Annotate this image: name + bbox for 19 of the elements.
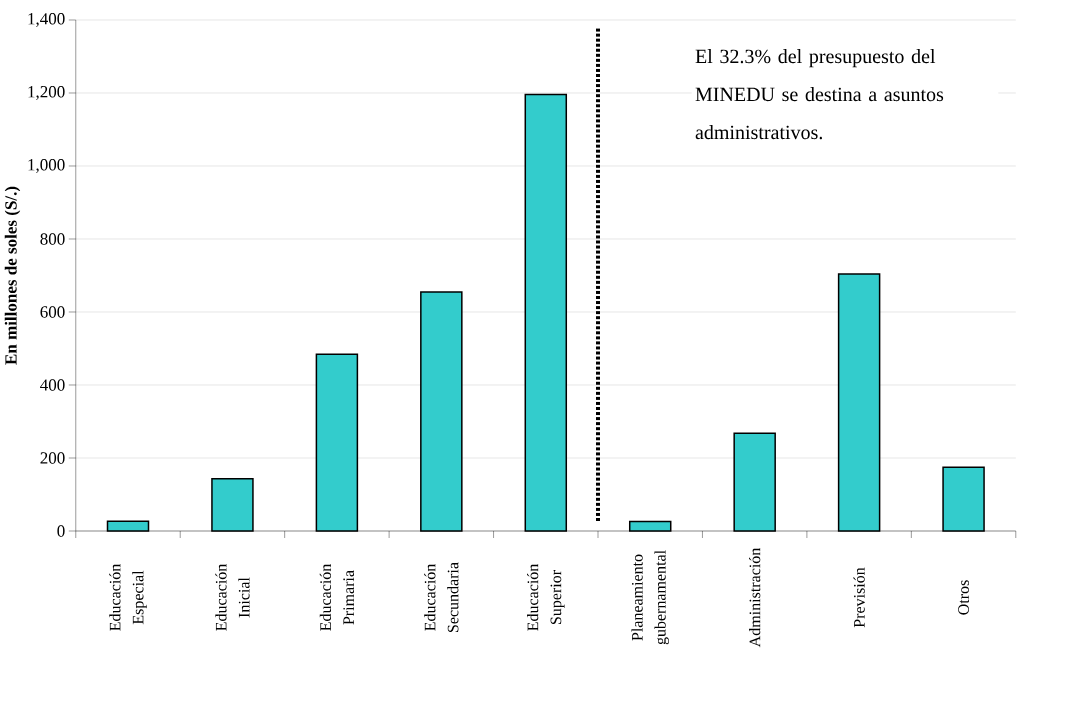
y-tick-label: 400 [40, 379, 65, 391]
annotation: El 32.3% del presupuesto del MINEDU se destina a asuntos administrativos. [695, 49, 944, 140]
x-tick-label: Administración [749, 547, 761, 648]
x-tick-label: Planeamiento gubernamental [631, 550, 669, 645]
y-tick-label: 1,400 [28, 13, 65, 27]
x-tick-label: Educación Superior [527, 563, 565, 631]
x-tick-label: Educación Especial [109, 563, 147, 631]
x-tick-label: Educación Primaria [319, 563, 355, 631]
y-tick-label: 0 [57, 525, 65, 537]
y-tick-label: 1,000 [28, 159, 65, 173]
x-tick-label: Educación Inicial [215, 563, 250, 631]
x-tick-label: Educación Secundaria [424, 562, 459, 632]
y-tick-label: 200 [40, 452, 65, 464]
x-tick-label: Previsión [853, 567, 865, 628]
y-tick-label: 800 [40, 233, 65, 245]
y-axis-title: En millones de soles (S/.) [4, 186, 21, 365]
x-tick-label: Otros [958, 580, 969, 615]
y-tick-label: 1,200 [28, 86, 65, 100]
y-tick-label: 600 [40, 306, 65, 318]
